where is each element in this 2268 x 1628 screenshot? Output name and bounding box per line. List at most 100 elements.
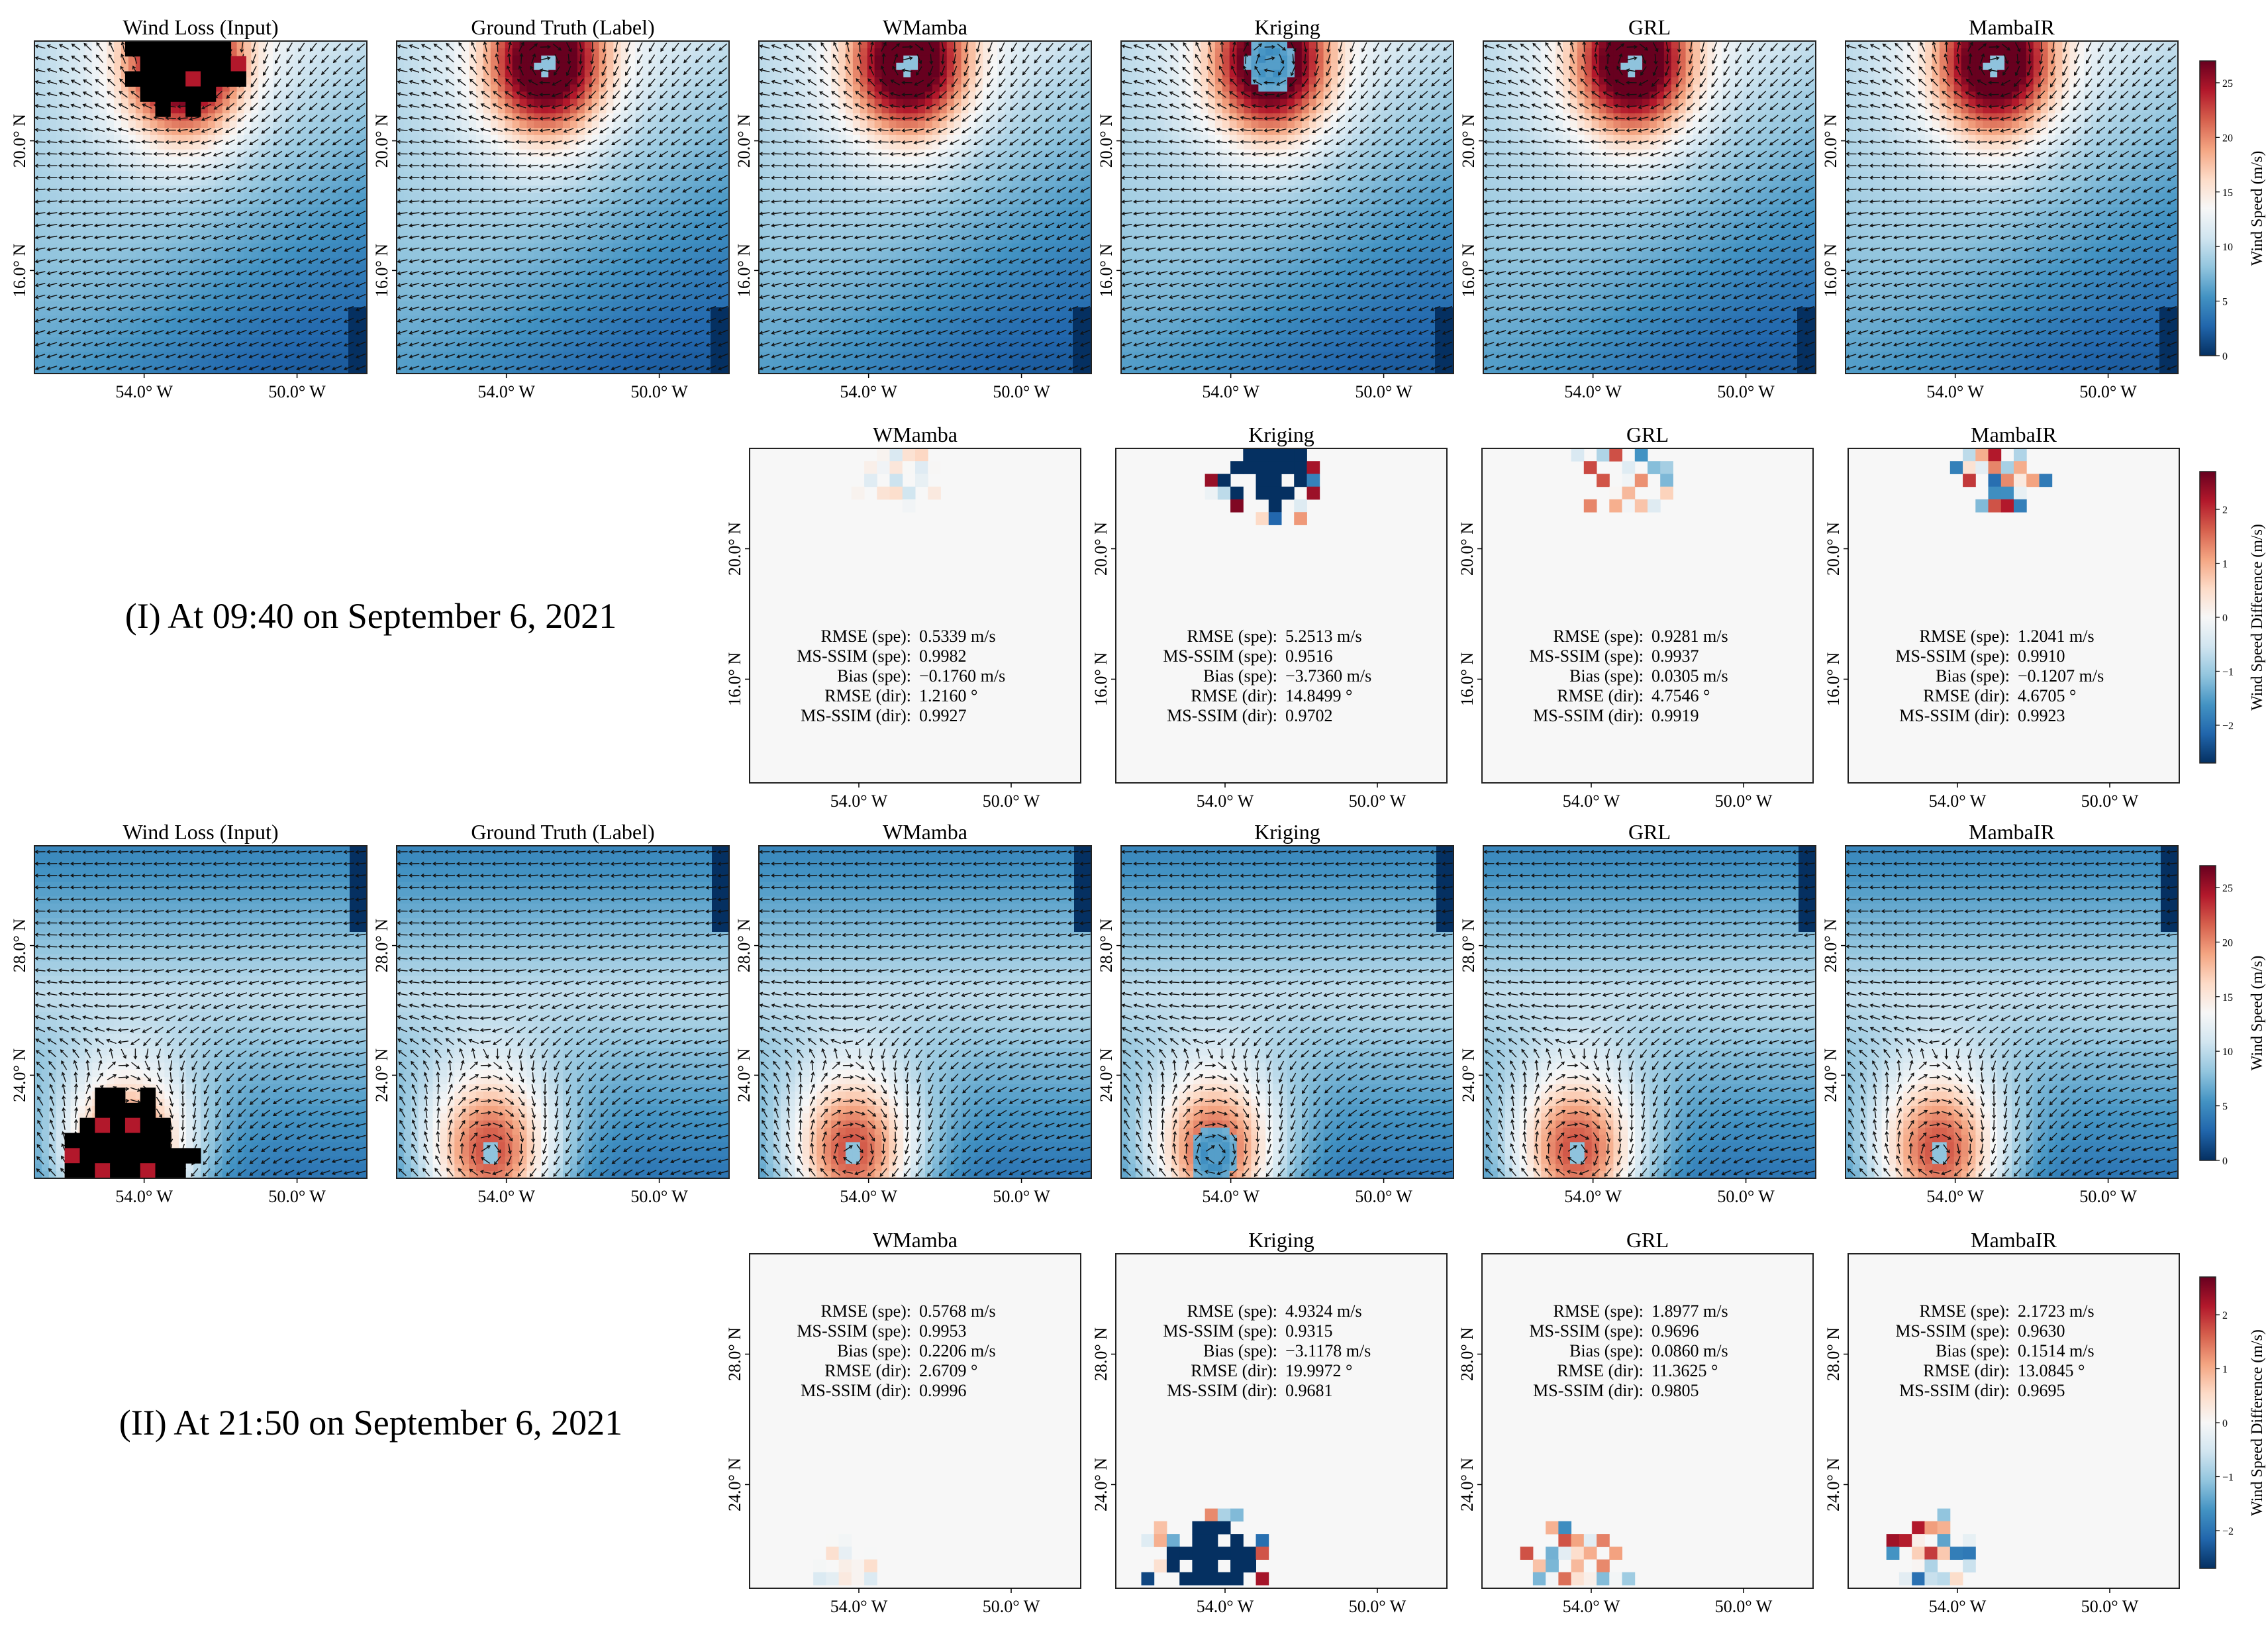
heat-cell — [352, 287, 360, 295]
heat-cell — [222, 301, 230, 309]
heat-cell — [42, 215, 50, 223]
heat-cell — [440, 142, 448, 150]
heat-cell — [143, 178, 151, 186]
heat-cell — [686, 150, 694, 158]
heat-cell — [266, 344, 273, 352]
heat-cell — [534, 128, 542, 136]
heat-cell — [136, 222, 144, 230]
heat-cell — [513, 229, 520, 237]
heat-cell — [237, 287, 245, 295]
heat-cell — [49, 142, 57, 150]
heat-cell — [244, 135, 252, 143]
heat-cell — [592, 157, 600, 165]
heat-cell — [136, 229, 144, 237]
heat-cell — [620, 229, 628, 237]
heat-cell — [534, 121, 542, 128]
heat-cell — [606, 193, 614, 201]
heat-cell — [338, 171, 346, 179]
heat-cell — [71, 63, 79, 71]
heat-cell — [338, 250, 346, 258]
heat-cell — [193, 344, 201, 352]
heat-cell — [121, 309, 129, 317]
heat-cell — [258, 135, 266, 143]
heat-cell — [280, 41, 288, 49]
heat-cell — [419, 142, 426, 150]
heat-cell — [338, 157, 346, 165]
heat-cell — [513, 215, 520, 223]
heat-cell — [404, 121, 412, 128]
heat-cell — [534, 113, 542, 121]
heat-cell — [606, 77, 614, 85]
heat-cell — [476, 157, 484, 165]
heat-cell — [360, 121, 368, 128]
heat-cell — [426, 99, 434, 107]
heat-cell — [143, 359, 151, 367]
heat-cell — [64, 128, 72, 136]
mask-cell — [231, 72, 246, 87]
heat-cell — [419, 106, 426, 114]
heat-cell — [556, 84, 564, 92]
heat-cell — [114, 56, 122, 64]
heat-cell — [280, 287, 288, 295]
heat-cell — [107, 265, 115, 273]
heat-cell — [251, 359, 259, 367]
heat-cell — [628, 157, 636, 165]
heat-cell — [585, 113, 593, 121]
heat-cell — [42, 359, 50, 367]
heat-cell — [454, 70, 462, 78]
heat-cell — [715, 135, 722, 143]
heat-cell — [693, 99, 701, 107]
heat-cell — [215, 91, 223, 99]
heat-cell — [715, 150, 722, 158]
heat-cell — [585, 77, 593, 85]
heat-cell — [317, 236, 324, 244]
heat-cell — [56, 142, 64, 150]
heat-cell — [686, 135, 694, 143]
heat-cell — [85, 229, 93, 237]
mask-cell — [140, 87, 156, 102]
heat-cell — [426, 229, 434, 237]
heat-cell — [172, 352, 179, 360]
heat-cell — [287, 121, 295, 128]
heat-cell — [85, 157, 93, 165]
heat-cell — [338, 229, 346, 237]
heat-cell — [295, 229, 303, 237]
heat-cell — [295, 250, 303, 258]
heat-cell — [433, 142, 441, 150]
heat-cell — [215, 287, 223, 295]
heat-cell — [71, 193, 79, 201]
heat-cell — [360, 142, 368, 150]
land-patch — [348, 307, 367, 374]
heat-cell — [324, 99, 332, 107]
heat-cell — [419, 70, 426, 78]
heat-cell — [128, 215, 136, 223]
heat-cell — [34, 164, 42, 172]
heat-cell — [158, 128, 166, 136]
heat-cell — [352, 164, 360, 172]
heat-cell — [664, 106, 672, 114]
heat-cell — [534, 215, 542, 223]
heat-cell — [92, 178, 100, 186]
heat-cell — [150, 337, 158, 345]
heat-cell — [411, 113, 419, 121]
heat-cell — [56, 178, 64, 186]
mask-cell — [140, 41, 156, 56]
heat-cell — [64, 63, 72, 71]
heat-cell — [491, 157, 499, 165]
heat-cell — [513, 157, 520, 165]
heat-cell — [338, 121, 346, 128]
heat-cell — [541, 157, 549, 165]
heat-cell — [121, 193, 129, 201]
heat-cell — [520, 178, 528, 186]
heat-cell — [64, 193, 72, 201]
heat-cell — [121, 258, 129, 266]
heat-cell — [85, 121, 93, 128]
heat-cell — [411, 63, 419, 71]
heat-cell — [201, 157, 209, 165]
heat-cell — [330, 207, 338, 215]
heat-cell — [671, 229, 679, 237]
heat-cell — [498, 178, 506, 186]
heat-cell — [520, 70, 528, 78]
heat-cell — [462, 229, 469, 237]
heat-cell — [121, 157, 129, 165]
